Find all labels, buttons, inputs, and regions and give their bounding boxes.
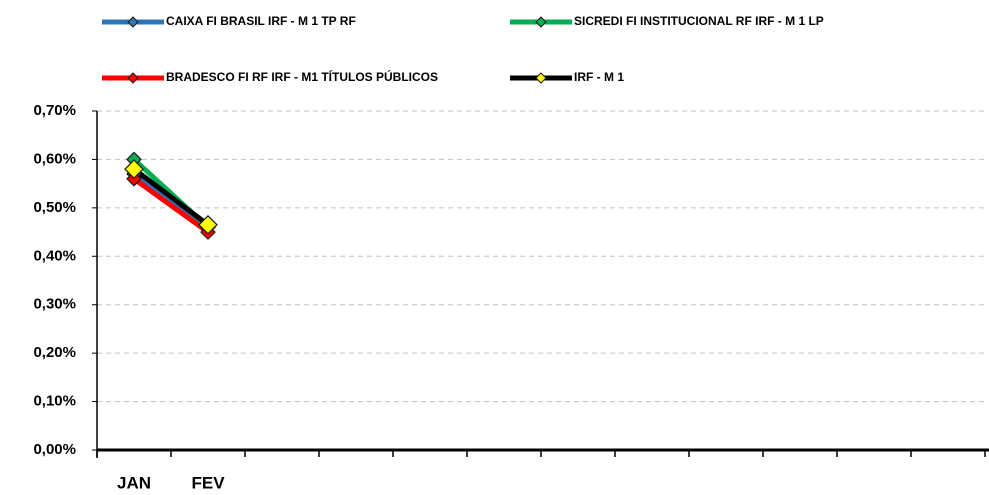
series-line: [132, 167, 210, 227]
x-tick-label: JAN: [117, 473, 151, 492]
x-tick-label: FEV: [191, 473, 225, 492]
y-tick-label: 0,10%: [33, 393, 76, 410]
legend-marker: [127, 72, 139, 84]
y-tick-label: 0,70%: [33, 102, 76, 119]
y-tick-label: 0,20%: [33, 344, 76, 361]
data-point: [124, 159, 144, 179]
y-tick-label: 0,60%: [33, 150, 76, 167]
legend-marker: [535, 72, 547, 84]
legend-label: CAIXA FI BRASIL IRF - M 1 TP RF: [166, 14, 356, 28]
legend-label: SICREDI FI INSTITUCIONAL RF IRF - M 1 LP: [574, 14, 824, 28]
y-tick-label: 0,40%: [33, 247, 76, 264]
data-point: [198, 214, 218, 235]
legend-label: IRF - M 1: [574, 70, 624, 84]
legend-marker: [535, 16, 547, 28]
series-line: [132, 176, 210, 235]
y-tick-label: 0,00%: [33, 441, 76, 458]
y-tick-label: 0,30%: [33, 296, 76, 313]
legend-label: BRADESCO FI RF IRF - M1 TÍTULOS PÚBLICOS: [166, 69, 438, 84]
legend-marker: [127, 16, 139, 28]
y-tick-label: 0,50%: [33, 199, 76, 216]
